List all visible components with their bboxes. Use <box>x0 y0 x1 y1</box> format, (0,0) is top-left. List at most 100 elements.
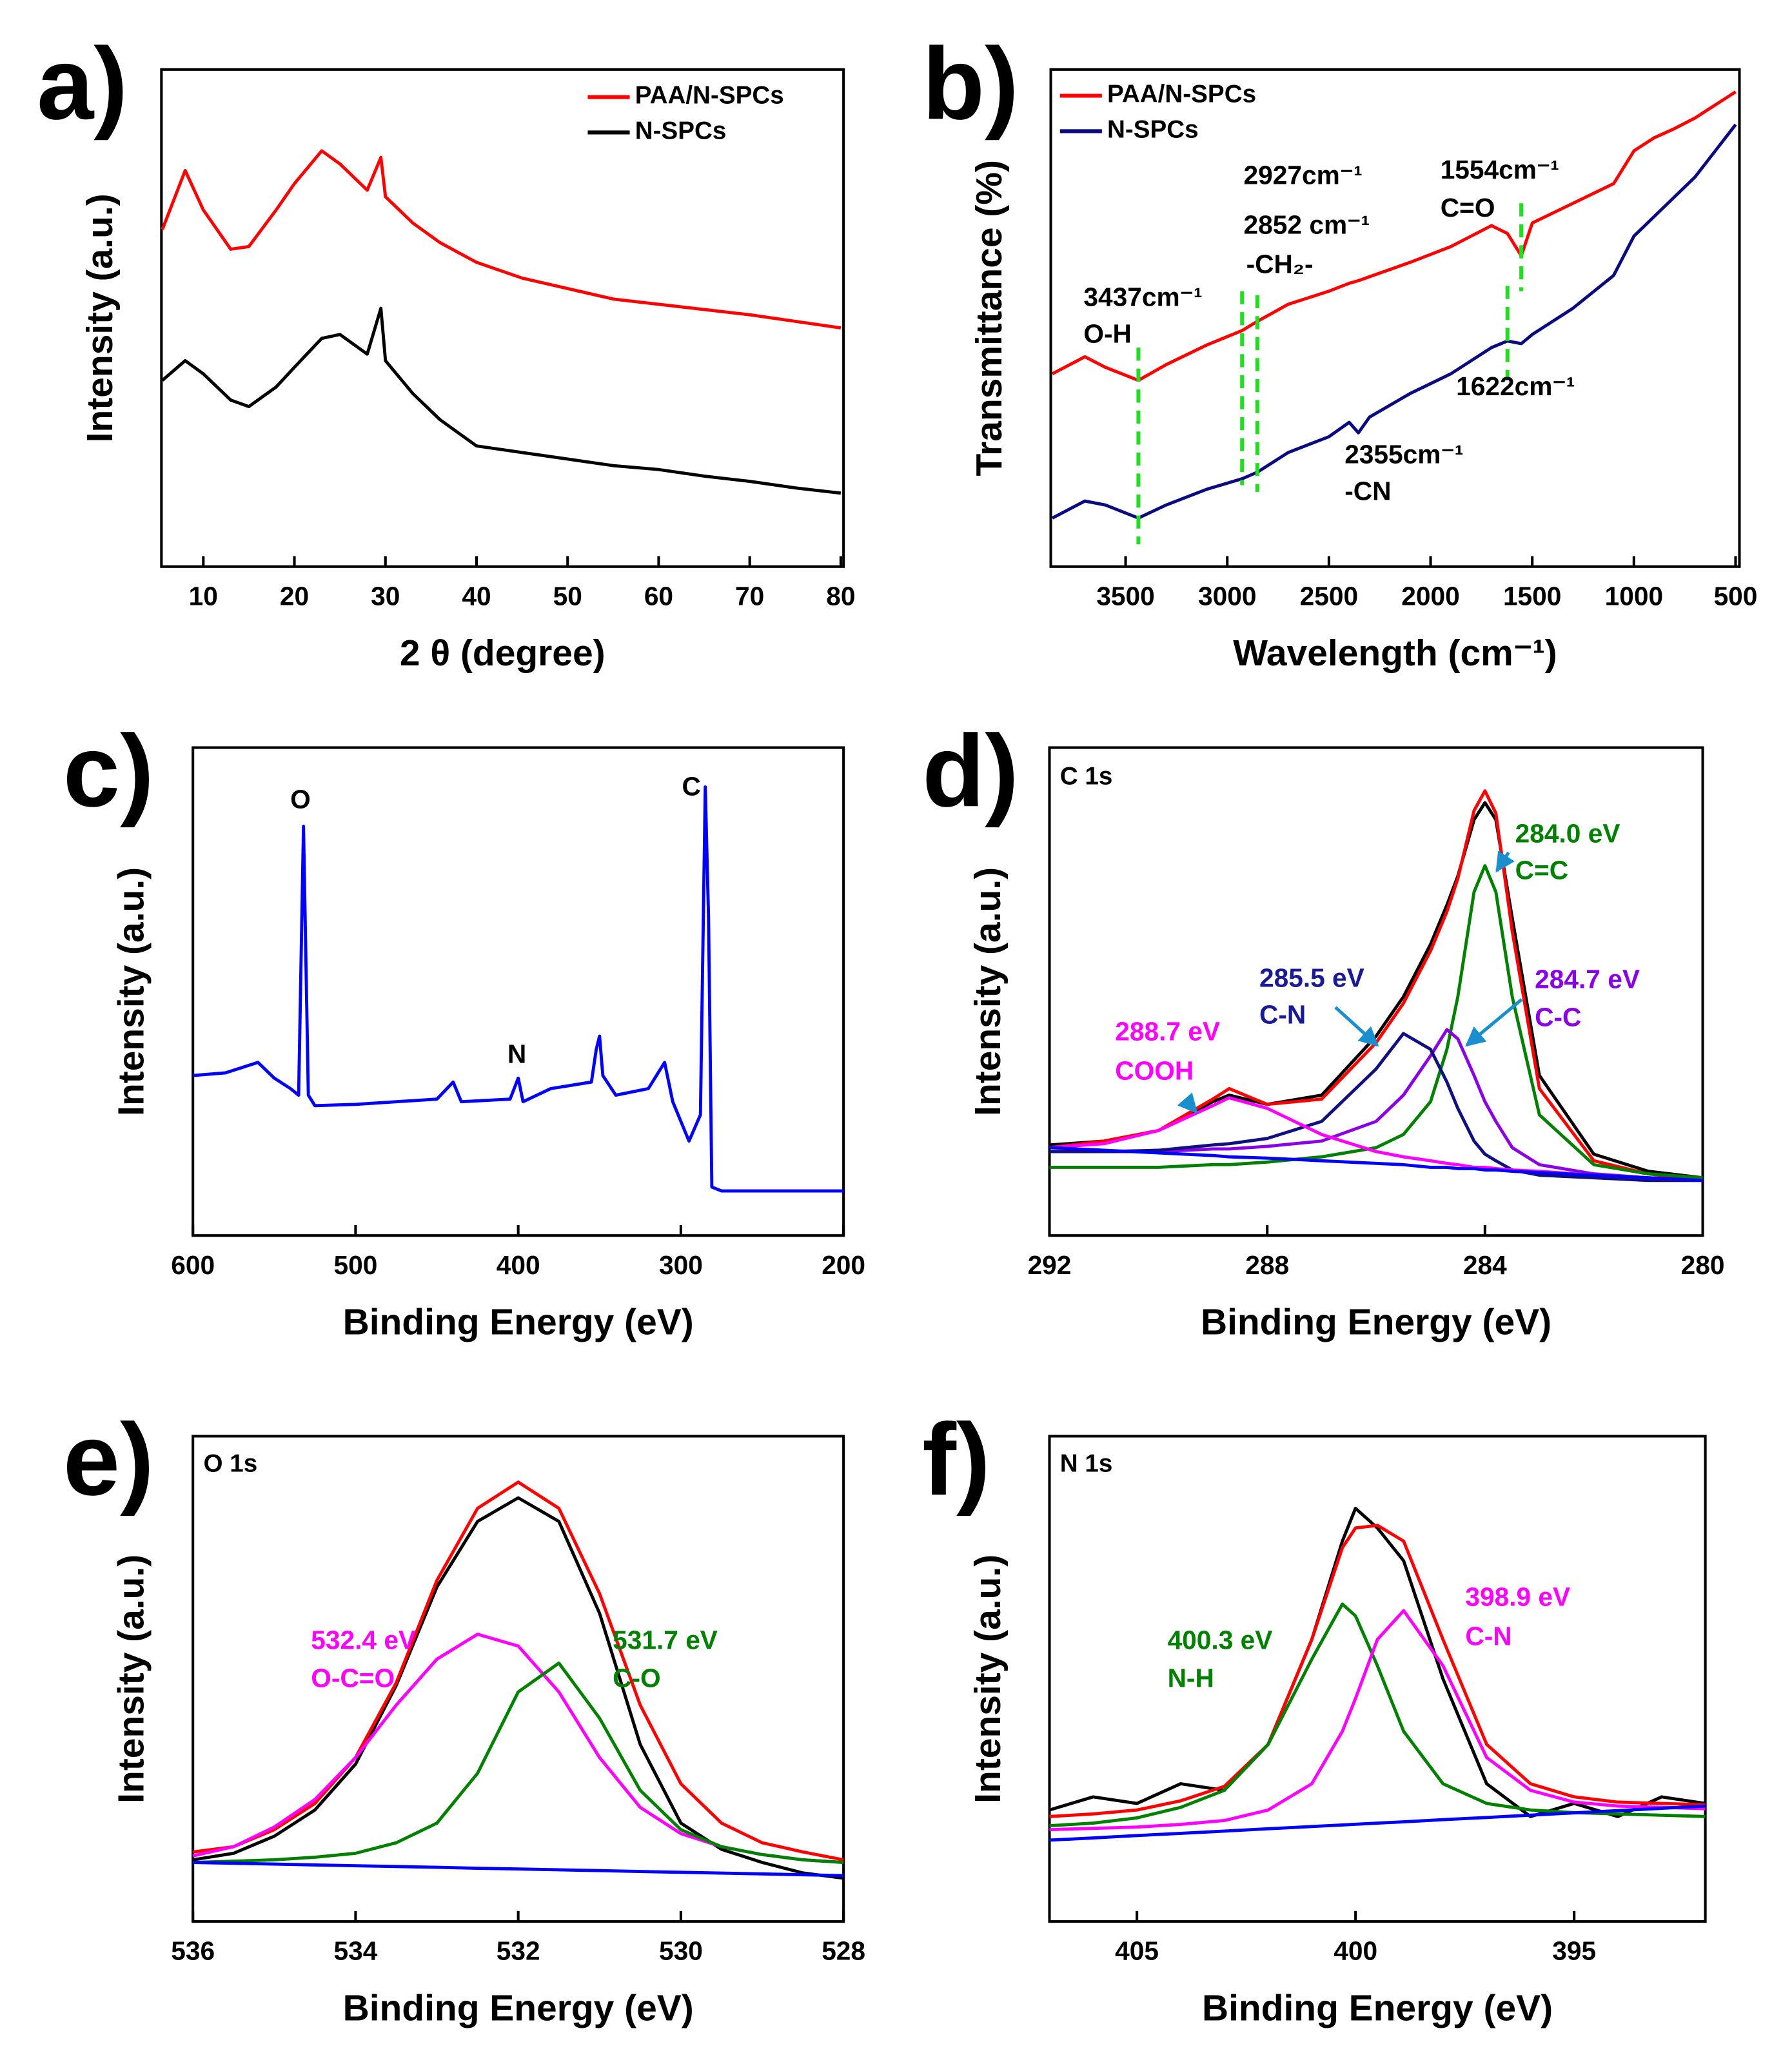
series-line <box>1049 801 1703 1180</box>
x-tick-label: 3500 <box>1096 581 1154 611</box>
y-axis-label: Intensity (a.u.) <box>79 193 121 442</box>
series-line <box>161 306 842 495</box>
y-axis-label: Intensity (a.u.) <box>967 867 1009 1116</box>
series-line <box>1049 1609 1706 1832</box>
x-tick-label: 284 <box>1463 1250 1507 1280</box>
legend-label: PAA/N-SPCs <box>1107 81 1256 108</box>
arrow <box>1495 850 1515 873</box>
plot-frame <box>192 1435 845 1923</box>
annotation: -CH₂- <box>1246 250 1314 279</box>
annotation: O-C=O <box>311 1664 395 1693</box>
series-line <box>1049 1506 1706 1818</box>
series-line <box>1049 1804 1706 1842</box>
x-tick-label: 70 <box>735 581 764 611</box>
annotation: C-N <box>1465 1621 1511 1651</box>
y-axis-label: Intensity (a.u.) <box>111 1555 152 1803</box>
panel-label: b) <box>922 26 1019 141</box>
x-tick-label: 600 <box>171 1250 215 1280</box>
annotation: N <box>507 1039 526 1068</box>
series-line <box>192 1480 844 1861</box>
x-tick-label: 300 <box>659 1250 703 1280</box>
series-line <box>1049 1524 1706 1818</box>
series-line <box>1049 1032 1703 1183</box>
y-axis-label: Transmittance (%) <box>969 160 1010 476</box>
x-tick-label: 3000 <box>1198 581 1256 611</box>
panel-label: a) <box>37 26 128 141</box>
x-tick-label: 1000 <box>1605 581 1663 611</box>
plot-frame <box>192 746 845 1237</box>
series-line <box>192 1496 844 1880</box>
annotation: N 1s <box>1060 1449 1113 1477</box>
annotation: 288.7 eV <box>1115 1017 1220 1046</box>
legend-label: N-SPCs <box>1107 116 1199 144</box>
series-line <box>1051 90 1737 382</box>
plot-frame <box>1049 68 1741 568</box>
x-tick-label: 400 <box>1334 1936 1377 1966</box>
x-axis-label: 2 θ (degree) <box>400 633 606 674</box>
x-tick-label: 530 <box>659 1936 703 1966</box>
x-tick-label: 395 <box>1552 1936 1596 1966</box>
x-tick-label: 20 <box>280 581 309 611</box>
x-tick-label: 1500 <box>1503 581 1561 611</box>
y-axis-label: Intensity (a.u.) <box>111 867 152 1116</box>
annotation: 2355cm⁻¹ <box>1344 440 1463 469</box>
x-tick-label: 2500 <box>1300 581 1358 611</box>
x-tick-label: 80 <box>826 581 855 611</box>
annotation: 531.7 eV <box>613 1625 718 1655</box>
annotation: N-H <box>1168 1664 1214 1693</box>
x-tick-label: 200 <box>822 1250 865 1280</box>
x-tick-label: 292 <box>1028 1250 1072 1280</box>
annotation: 284.7 eV <box>1535 964 1640 994</box>
annotation: C-C <box>1535 1002 1581 1032</box>
series-line <box>1051 123 1737 520</box>
arrow <box>1465 998 1523 1047</box>
panel-label: f) <box>922 1402 990 1516</box>
x-axis-label: Wavelength (cm⁻¹) <box>1233 633 1557 674</box>
annotation: O <box>290 785 311 814</box>
arrow <box>1177 1092 1198 1114</box>
x-tick-label: 2000 <box>1401 581 1459 611</box>
x-tick-label: 536 <box>171 1936 215 1966</box>
series-line <box>1049 789 1703 1183</box>
panel-label: d) <box>922 713 1019 828</box>
annotation: 1554cm⁻¹ <box>1441 155 1559 184</box>
series-line <box>1049 1146 1703 1183</box>
series-line <box>161 149 842 329</box>
y-axis-label: Intensity (a.u.) <box>967 1555 1009 1803</box>
annotation: 284.0 eV <box>1515 819 1620 849</box>
x-tick-label: 500 <box>1714 581 1758 611</box>
series-line <box>192 1633 844 1864</box>
arrow <box>1334 1006 1379 1047</box>
x-tick-label: 405 <box>1115 1936 1159 1966</box>
annotation: C-N <box>1259 999 1306 1029</box>
annotation: COOH <box>1115 1056 1194 1086</box>
x-axis-label: Binding Energy (eV) <box>343 1302 694 1343</box>
panel-label: c) <box>63 713 154 828</box>
annotation: C 1s <box>1060 762 1113 790</box>
annotation: 398.9 eV <box>1465 1582 1570 1611</box>
x-tick-label: 534 <box>333 1936 377 1966</box>
annotation: 1622cm⁻¹ <box>1456 371 1575 401</box>
series-line <box>193 1661 844 1865</box>
x-tick-label: 30 <box>371 581 400 611</box>
x-tick-label: 400 <box>497 1250 540 1280</box>
annotation: 532.4 eV <box>311 1625 416 1655</box>
annotation: 2852 cm⁻¹ <box>1244 210 1370 240</box>
annotation: 3437cm⁻¹ <box>1083 282 1202 312</box>
x-axis-label: Binding Energy (eV) <box>343 1987 694 2028</box>
series-line <box>192 785 844 1193</box>
plot-frame <box>1048 1435 1707 1923</box>
x-tick-label: 60 <box>644 581 673 611</box>
x-tick-label: 50 <box>553 581 582 611</box>
annotation: C <box>682 771 700 801</box>
legend-label: PAA/N-SPCs <box>635 82 784 110</box>
x-tick-label: 288 <box>1245 1250 1289 1280</box>
x-tick-label: 532 <box>497 1936 540 1966</box>
annotation: C=C <box>1515 855 1569 885</box>
series-line <box>193 1861 844 1878</box>
annotation: -CN <box>1344 476 1391 506</box>
x-tick-label: 10 <box>189 581 218 611</box>
legend-label: N-SPCs <box>635 117 727 145</box>
x-axis-label: Binding Energy (eV) <box>1201 1302 1551 1343</box>
